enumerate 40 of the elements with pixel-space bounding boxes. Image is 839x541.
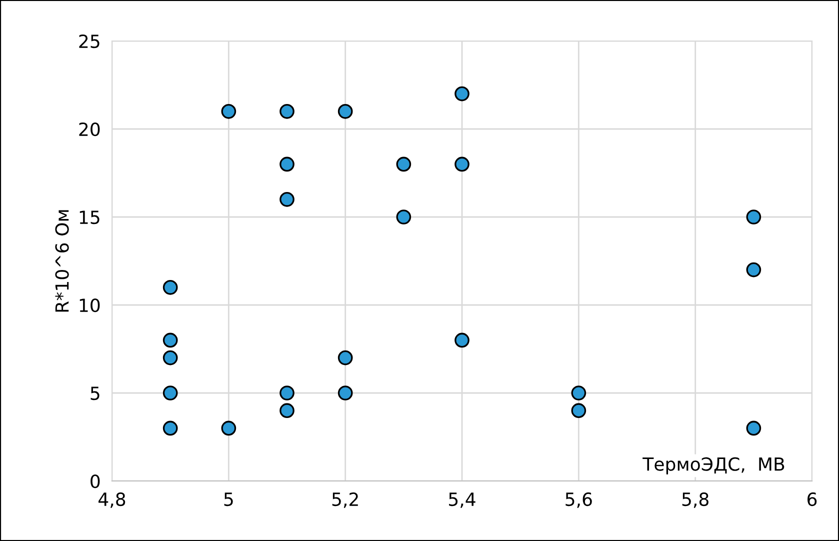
y-tick-label: 15 [80,210,100,224]
point [396,156,412,172]
point [338,386,353,400]
y-tick-label: 20 [79,122,100,136]
point [162,280,178,295]
x-tick-label: 5,6 [566,492,592,508]
point [280,192,294,207]
point [162,332,178,348]
point [454,332,470,348]
point [338,350,353,366]
point [454,156,470,172]
y-axis-title: R*10^6 Ом [55,210,69,312]
point [396,210,412,224]
x-tick-label: 6 [808,492,817,506]
x-tick-label: 5,2 [332,492,358,508]
point [746,420,762,436]
point [221,104,236,119]
x-tick-label: 5,4 [449,492,476,508]
x-tick-label: 5,8 [682,492,708,508]
x-tick-label: 5 [224,492,233,506]
point [280,156,294,172]
x-axis-title: ТермоЭДС, МВ [642,457,784,474]
point [454,86,470,102]
point [162,350,178,366]
point [746,210,762,224]
point [280,386,294,400]
y-tick-label: 10 [80,298,100,312]
y-tick-label: 0 [90,474,100,488]
point [221,420,236,436]
x-tick-label: 4,8 [98,492,126,508]
point [162,420,178,436]
y-tick-label: 25 [79,34,100,48]
point [280,104,294,119]
y-tick-label: 5 [90,386,100,400]
point [338,104,353,119]
point [280,403,294,418]
point [571,386,586,400]
point [746,262,762,278]
point [162,386,178,400]
point [571,403,586,418]
